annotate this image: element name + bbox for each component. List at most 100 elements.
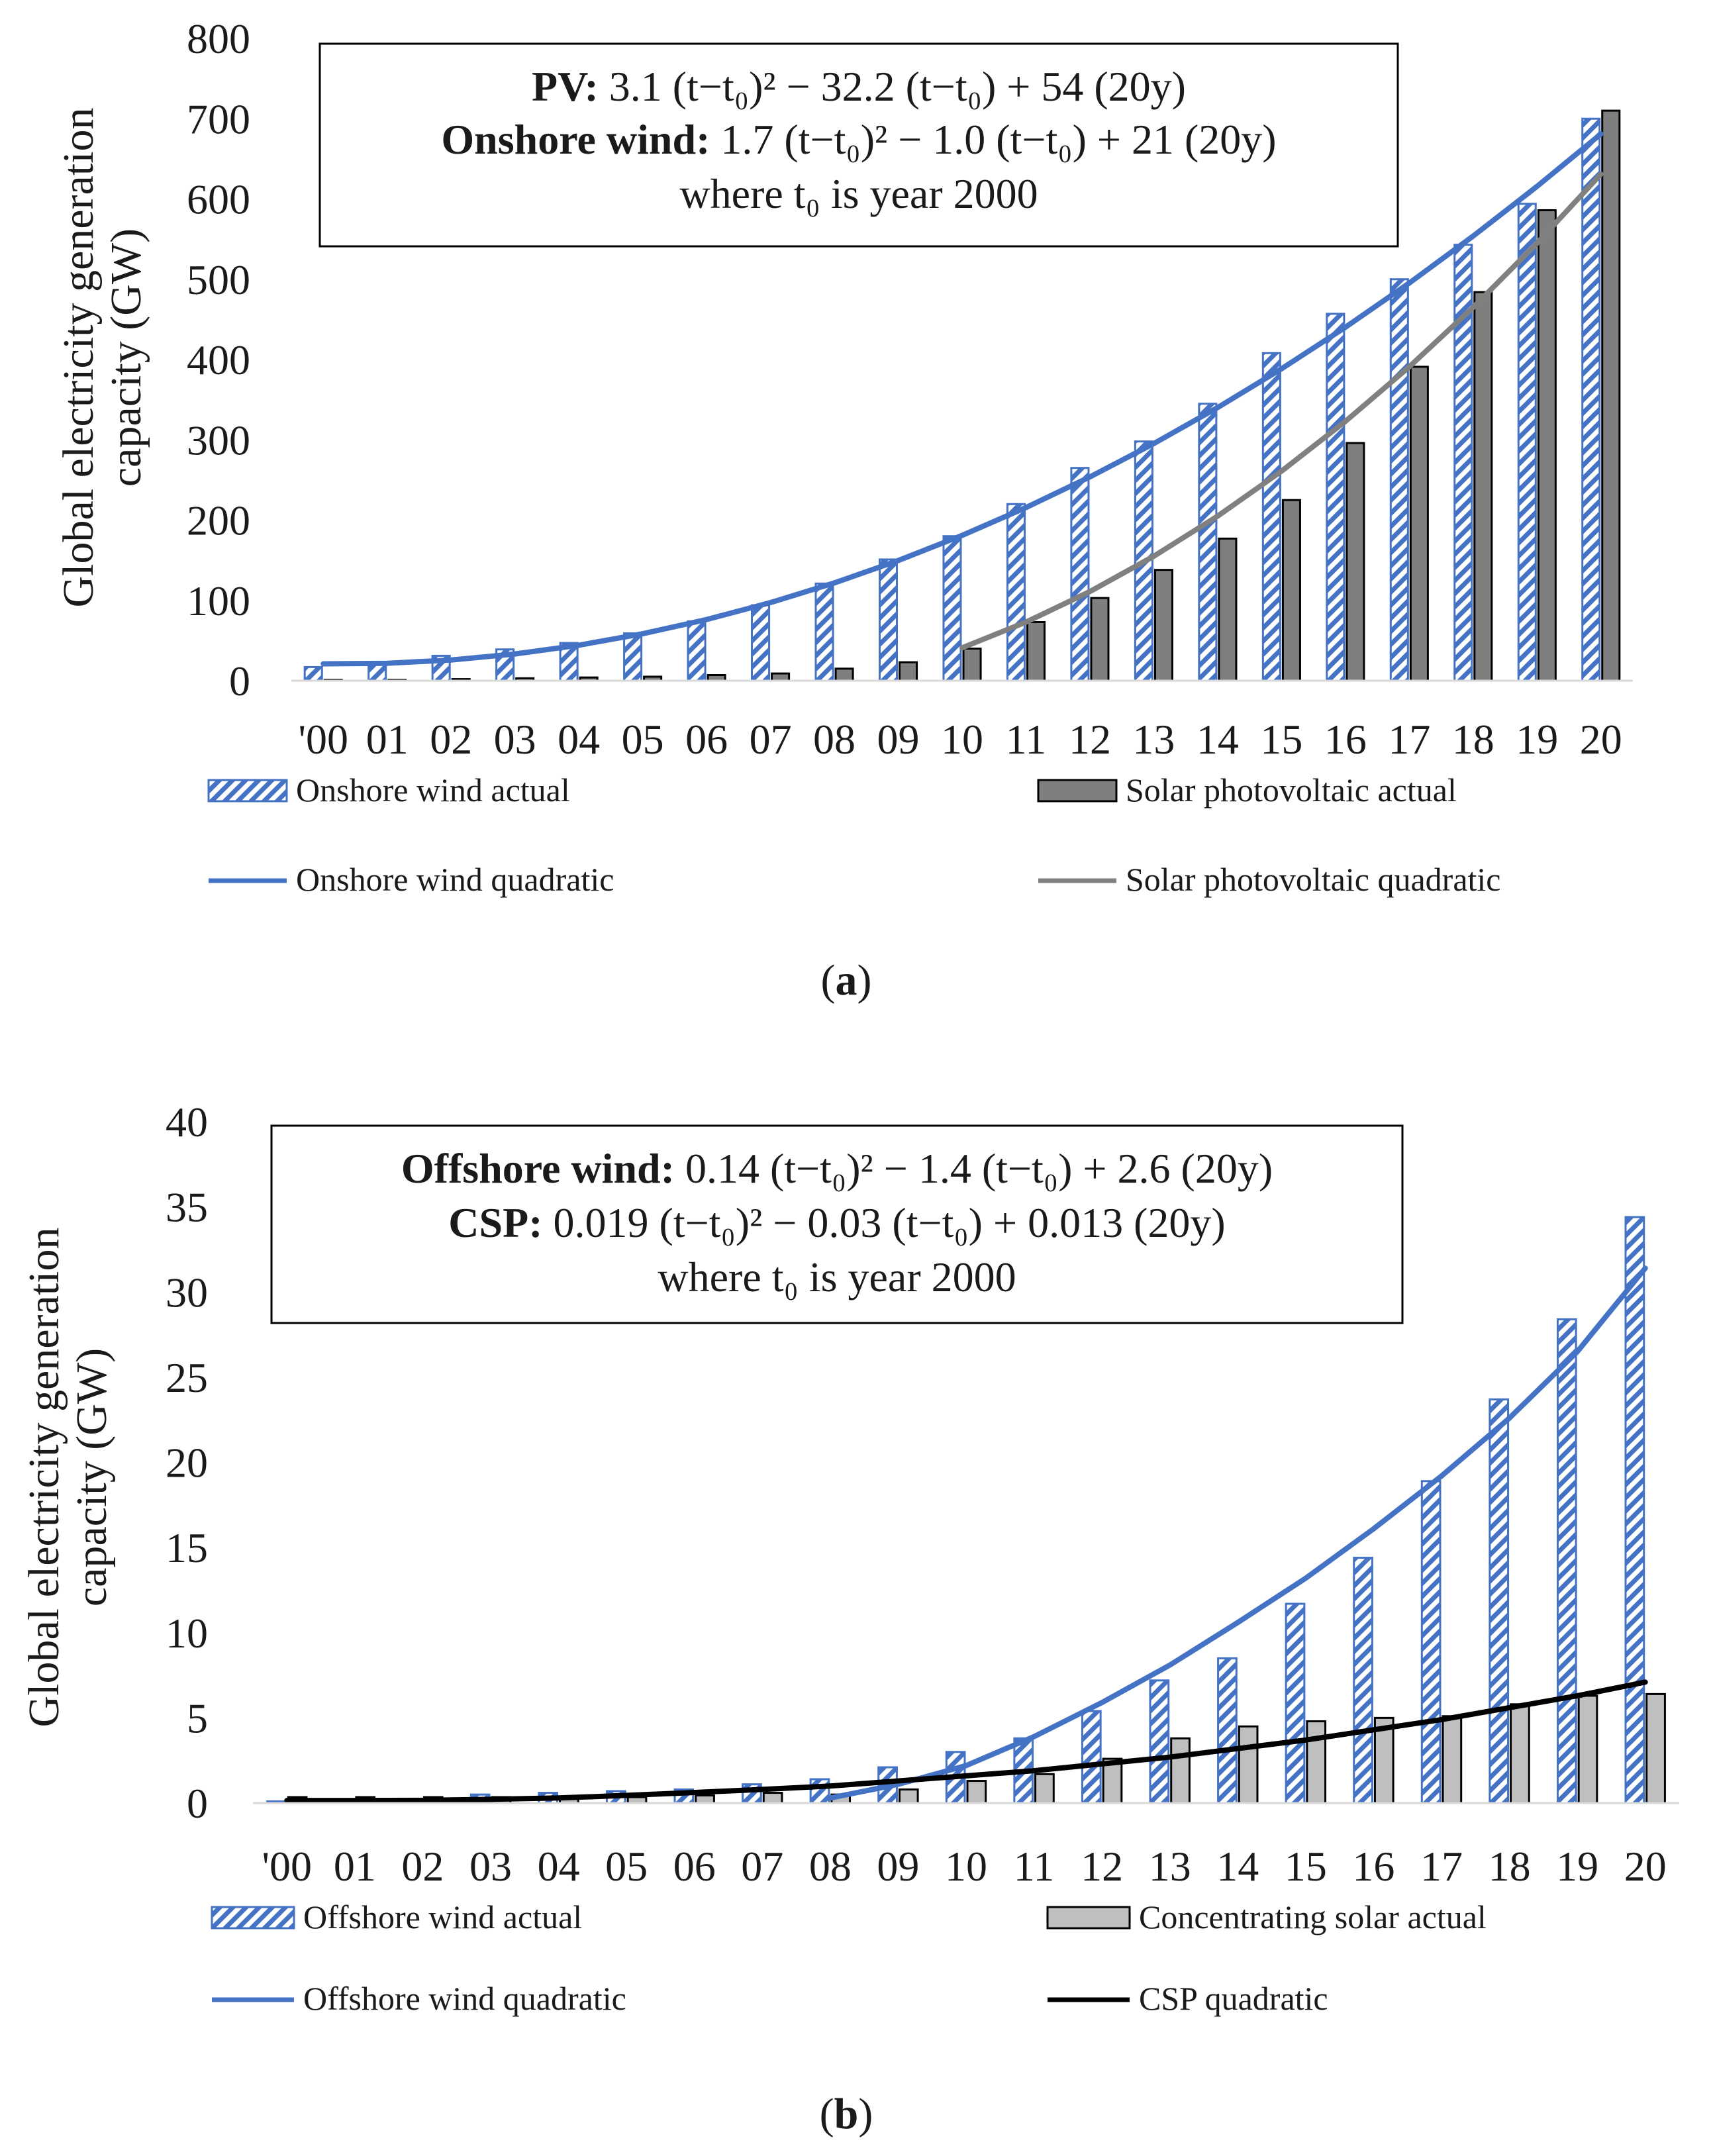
solar-bar — [1281, 499, 1301, 682]
solar-bar — [1442, 1715, 1463, 1804]
wind-bar — [1006, 503, 1026, 682]
legend-label: Solar photovoltaic actual — [1126, 771, 1457, 808]
x-tick-label: 18 — [1489, 1843, 1531, 1890]
x-tick-label: 03 — [469, 1843, 512, 1890]
x-tick-label: 11 — [1006, 716, 1047, 763]
legend-item-csp-quadratic: CSP quadratic — [1048, 1980, 1328, 2017]
wind-bar — [623, 632, 643, 682]
x-tick-label: 08 — [809, 1843, 852, 1890]
wind-bar — [1624, 1216, 1645, 1804]
x-tick-label: 19 — [1556, 1843, 1598, 1890]
legend-item-concentrating-solar-actual: Concentrating solar actual — [1046, 1898, 1487, 1936]
y-axis-label-b-line2: capacity (GW) — [68, 1348, 116, 1606]
legend-label: Offshore wind quadratic — [303, 1980, 626, 2017]
x-tick-label: 16 — [1352, 1843, 1394, 1890]
x-tick-label: '00 — [298, 716, 348, 763]
wind-bar — [809, 1778, 830, 1804]
wind-bar — [1326, 313, 1345, 682]
legend-label: Onshore wind quadratic — [296, 861, 614, 898]
x-tick-label: 05 — [622, 716, 664, 763]
solar-bar — [1090, 597, 1110, 682]
y-axis-a: 0 100 200 300 400 500 600 700 800 — [187, 15, 250, 705]
wind-bar — [1261, 352, 1281, 682]
solar-bar — [1306, 1720, 1327, 1804]
solar-bar — [762, 1792, 783, 1804]
wind-bar — [751, 604, 771, 682]
solar-bar — [1510, 1703, 1530, 1804]
legend-a: Onshore wind actual Solar photovoltaic a… — [207, 771, 1501, 898]
wind-bar — [942, 535, 962, 682]
x-tick-label: 20 — [1624, 1843, 1667, 1890]
x-tick-label: 09 — [877, 1843, 919, 1890]
x-tick-label: 09 — [877, 716, 920, 763]
x-tick-label: 12 — [1069, 716, 1111, 763]
x-tick-label: 07 — [741, 1843, 783, 1890]
wind-bar — [1070, 467, 1090, 682]
wind-bar — [687, 620, 707, 682]
equation-line2-b: CSP: 0.019 (t−t₀)² − 0.03 (t−t₀) + 0.013… — [448, 1199, 1225, 1246]
wind-bar — [814, 582, 834, 682]
solar-bar — [1577, 1694, 1598, 1804]
wind-bar — [1285, 1602, 1306, 1804]
equation-line1-a: PV: 3.1 (t−t₀)² − 32.2 (t−t₀) + 54 (20y) — [532, 63, 1186, 110]
x-tick-label: 14 — [1216, 1843, 1259, 1890]
legend-label: Onshore wind actual — [296, 771, 570, 808]
solar-bar — [966, 1780, 987, 1804]
wind-bar — [1517, 203, 1537, 682]
solar-bar — [1102, 1757, 1123, 1804]
legend-swatch-solid — [1046, 1906, 1131, 1930]
solar-bar — [962, 648, 982, 682]
legend-swatch-solid — [1037, 779, 1118, 803]
x-axis-b: '00 01 02 03 04 05 06 07 08 09 10 11 12 13 14 15 16 17 18 1… — [253, 1802, 1679, 1890]
wind-bar — [1353, 1557, 1373, 1804]
solar-bar — [1645, 1692, 1666, 1804]
legend-label: Offshore wind actual — [303, 1898, 582, 1936]
x-tick-label: 01 — [366, 716, 409, 763]
solar-bar — [1034, 1773, 1055, 1804]
solar-bar — [1409, 366, 1429, 682]
solar-bar — [1238, 1725, 1259, 1804]
y-tick-label: 200 — [187, 497, 250, 544]
equation-box-frame-b — [270, 1124, 1404, 1324]
solar-bar — [1345, 442, 1365, 682]
x-tick-label: 16 — [1324, 716, 1367, 763]
y-axis-label-a-line1: Global electricity generation — [54, 107, 103, 607]
y-tick-label: 25 — [166, 1354, 208, 1401]
wind-bar — [1081, 1710, 1102, 1804]
legend-item-offshore-wind-actual: Offshore wind actual — [211, 1898, 582, 1936]
legend-item-offshore-wind-quadratic: Offshore wind quadratic — [212, 1980, 626, 2017]
y-tick-label: 100 — [187, 577, 250, 624]
x-tick-label: 13 — [1132, 716, 1175, 763]
x-tick-label: 20 — [1580, 716, 1622, 763]
wind-bar — [1489, 1398, 1510, 1804]
solar-bar — [899, 661, 918, 682]
legend-item-onshore-wind-quadratic: Onshore wind quadratic — [209, 861, 614, 898]
x-axis-a: '00 01 02 03 04 05 06 07 08 09 10 11 12 13 14 15 16 17 18 1… — [291, 679, 1633, 763]
legend-item-solar-pv-quadratic: Solar photovoltaic quadratic — [1038, 861, 1501, 898]
solar-quadratic-line — [284, 1679, 1648, 1804]
equation-line1-b: Offshore wind: 0.14 (t−t₀)² − 1.4 (t−t₀)… — [401, 1145, 1273, 1192]
legend-swatch-hatch — [207, 779, 288, 803]
y-tick-label: 40 — [166, 1099, 208, 1146]
equation-line2-a: Onshore wind: 1.7 (t−t₀)² − 1.0 (t−t₀) +… — [441, 116, 1276, 163]
y-axis-b: 0 5 10 15 20 25 30 35 40 — [166, 1099, 208, 1827]
equation-box-frame-a — [318, 42, 1399, 248]
x-tick-label: 03 — [494, 716, 536, 763]
caption-b: (b) — [820, 2090, 873, 2138]
x-tick-label: 18 — [1452, 716, 1494, 763]
solar-quadratic-line — [959, 171, 1604, 651]
legend-item-solar-pv-actual: Solar photovoltaic actual — [1037, 771, 1457, 808]
x-tick-label: 01 — [334, 1843, 376, 1890]
y-tick-label: 300 — [187, 416, 250, 464]
wind-quadratic-line — [827, 1265, 1648, 1801]
y-tick-label: 0 — [187, 1780, 208, 1827]
x-tick-label: 10 — [945, 1843, 987, 1890]
legend-label: CSP quadratic — [1139, 1980, 1328, 2017]
solar-bar — [1153, 569, 1173, 682]
solar-bar — [1373, 1716, 1394, 1804]
x-tick-label: 17 — [1420, 1843, 1463, 1890]
x-tick-label: 12 — [1081, 1843, 1123, 1890]
